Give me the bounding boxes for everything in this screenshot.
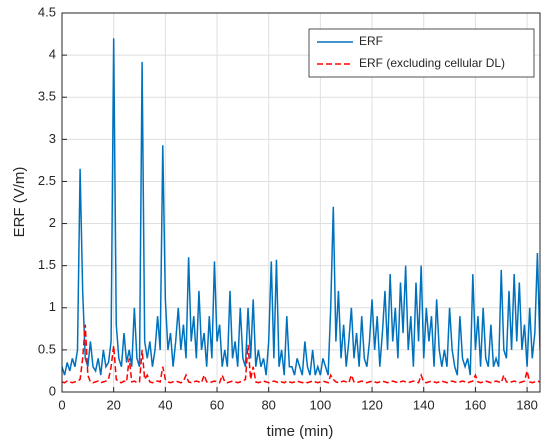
y-tick-label: 3 xyxy=(49,131,56,146)
y-tick-label: 4 xyxy=(49,47,56,62)
x-axis-label: time (min) xyxy=(267,423,334,440)
x-tick-label: 160 xyxy=(465,397,487,412)
y-tick-label: 0 xyxy=(49,383,56,398)
y-tick-label: 1 xyxy=(49,299,56,314)
x-tick-label: 120 xyxy=(361,397,383,412)
series-line xyxy=(62,38,540,376)
legend-label: ERF xyxy=(359,34,383,48)
y-tick-label: 2.5 xyxy=(38,173,56,188)
y-tick-label: 3.5 xyxy=(38,89,56,104)
series-line xyxy=(62,324,540,384)
legend-box xyxy=(308,28,535,78)
y-axis-label: ERF (V/m) xyxy=(11,167,28,238)
plot-frame xyxy=(61,12,541,393)
legend-label: ERF (excluding cellular DL) xyxy=(359,56,505,70)
x-tick-label: 180 xyxy=(516,397,538,412)
x-tick-label: 20 xyxy=(106,397,120,412)
x-tick-label: 0 xyxy=(58,397,65,412)
x-tick-label: 40 xyxy=(158,397,172,412)
y-tick-label: 2 xyxy=(49,215,56,230)
x-tick-label: 80 xyxy=(261,397,275,412)
x-tick-label: 60 xyxy=(210,397,224,412)
y-tick-label: 1.5 xyxy=(38,257,56,272)
y-tick-label: 4.5 xyxy=(38,4,56,19)
x-tick-label: 140 xyxy=(413,397,435,412)
y-tick-label: 0.5 xyxy=(38,341,56,356)
x-tick-label: 100 xyxy=(310,397,332,412)
